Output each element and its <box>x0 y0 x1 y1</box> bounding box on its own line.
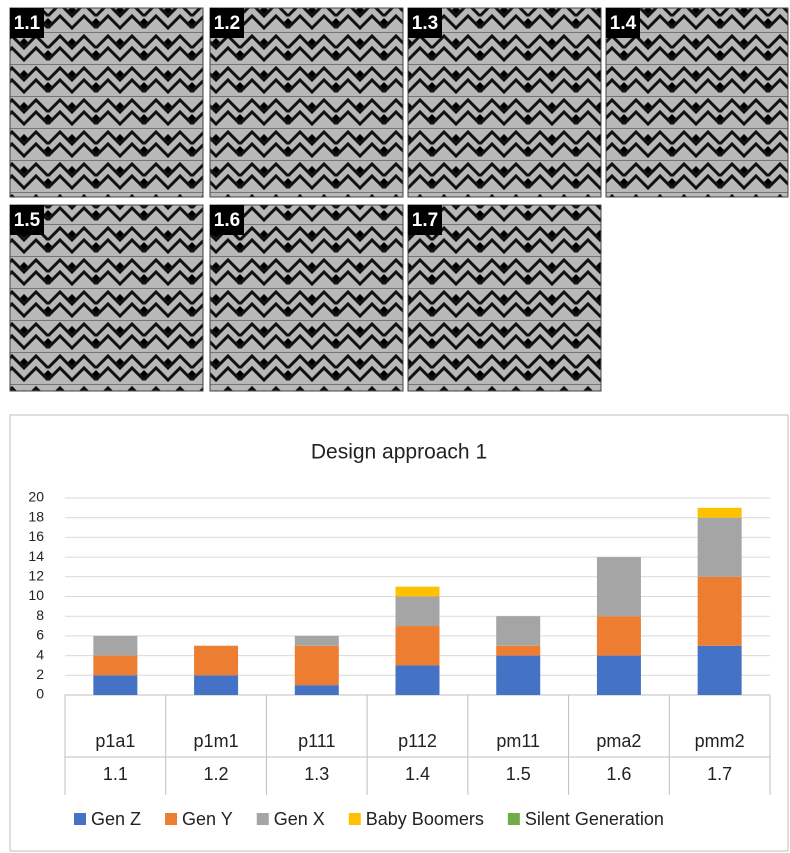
x-tick-label: pm11 <box>496 731 540 751</box>
y-tick-label: 4 <box>36 646 44 662</box>
tile-label: 1.2 <box>214 13 240 34</box>
x-tick-label: p112 <box>398 731 437 751</box>
bar-segment <box>698 646 742 695</box>
bar-segment <box>597 557 641 616</box>
bar-segment <box>496 616 540 646</box>
y-tick-label: 8 <box>36 607 44 623</box>
bar-segment <box>698 577 742 646</box>
bar-segment <box>295 646 339 685</box>
bar-segment <box>396 597 440 627</box>
tile-label: 1.4 <box>610 13 637 34</box>
y-tick-label: 10 <box>28 587 44 603</box>
bar-segment <box>698 518 742 577</box>
y-tick-label: 20 <box>28 489 44 505</box>
y-tick-label: 12 <box>28 568 44 584</box>
chart-title: Design approach 1 <box>311 441 487 464</box>
legend-swatch <box>349 813 361 825</box>
legend-label: Gen Y <box>182 809 233 829</box>
y-tick-label: 2 <box>36 666 44 682</box>
x-group-label: 1.6 <box>606 764 631 784</box>
legend-label: Gen Z <box>91 809 141 829</box>
x-group-label: 1.2 <box>204 764 229 784</box>
legend-swatch <box>508 813 520 825</box>
bar-segment <box>194 646 238 676</box>
legend-swatch <box>257 813 269 825</box>
x-tick-label: pmm2 <box>695 731 745 751</box>
y-tick-label: 0 <box>36 686 44 702</box>
y-tick-label: 14 <box>28 548 44 564</box>
tile-label: 1.3 <box>412 13 438 34</box>
bar-segment <box>496 656 540 695</box>
y-tick-label: 16 <box>28 528 44 544</box>
bar-segment <box>698 508 742 518</box>
tile-label: 1.7 <box>412 210 438 231</box>
x-group-label: 1.3 <box>304 764 329 784</box>
bar-segment <box>295 636 339 646</box>
tile-grid: 1.1 1.2 1.3 1.4 1.5 1.6 1.7 <box>10 8 788 391</box>
x-tick-label: pma2 <box>596 731 641 751</box>
bar-segment <box>396 587 440 597</box>
tile-label: 1.1 <box>14 13 41 34</box>
figure: 1.11.21.31.41.51.61.7 Design approach 1 … <box>0 0 790 853</box>
bar-segment <box>597 656 641 695</box>
bar-segment <box>295 685 339 695</box>
tile-label: 1.5 <box>14 210 41 231</box>
x-tick-label: p111 <box>298 731 335 751</box>
y-tick-label: 18 <box>28 508 44 524</box>
tile-label: 1.6 <box>214 210 240 231</box>
bar-segment <box>597 616 641 655</box>
bar-segment <box>93 656 137 676</box>
x-group-label: 1.5 <box>506 764 531 784</box>
x-group-label: 1.4 <box>405 764 430 784</box>
x-tick-label: p1a1 <box>95 731 135 751</box>
y-tick-label: 6 <box>36 627 44 643</box>
bar-segment <box>396 665 440 695</box>
legend-label: Silent Generation <box>525 809 664 829</box>
bar-segment <box>93 675 137 695</box>
bar-segment <box>396 626 440 665</box>
legend-label: Gen X <box>274 809 325 829</box>
x-group-label: 1.1 <box>103 764 128 784</box>
legend-swatch <box>165 813 177 825</box>
x-tick-label: p1m1 <box>194 731 239 751</box>
bar-segment <box>496 646 540 656</box>
bar-segment <box>194 675 238 695</box>
legend-swatch <box>74 813 86 825</box>
x-group-label: 1.7 <box>707 764 732 784</box>
legend-label: Baby Boomers <box>366 809 484 829</box>
bar-segment <box>93 636 137 656</box>
